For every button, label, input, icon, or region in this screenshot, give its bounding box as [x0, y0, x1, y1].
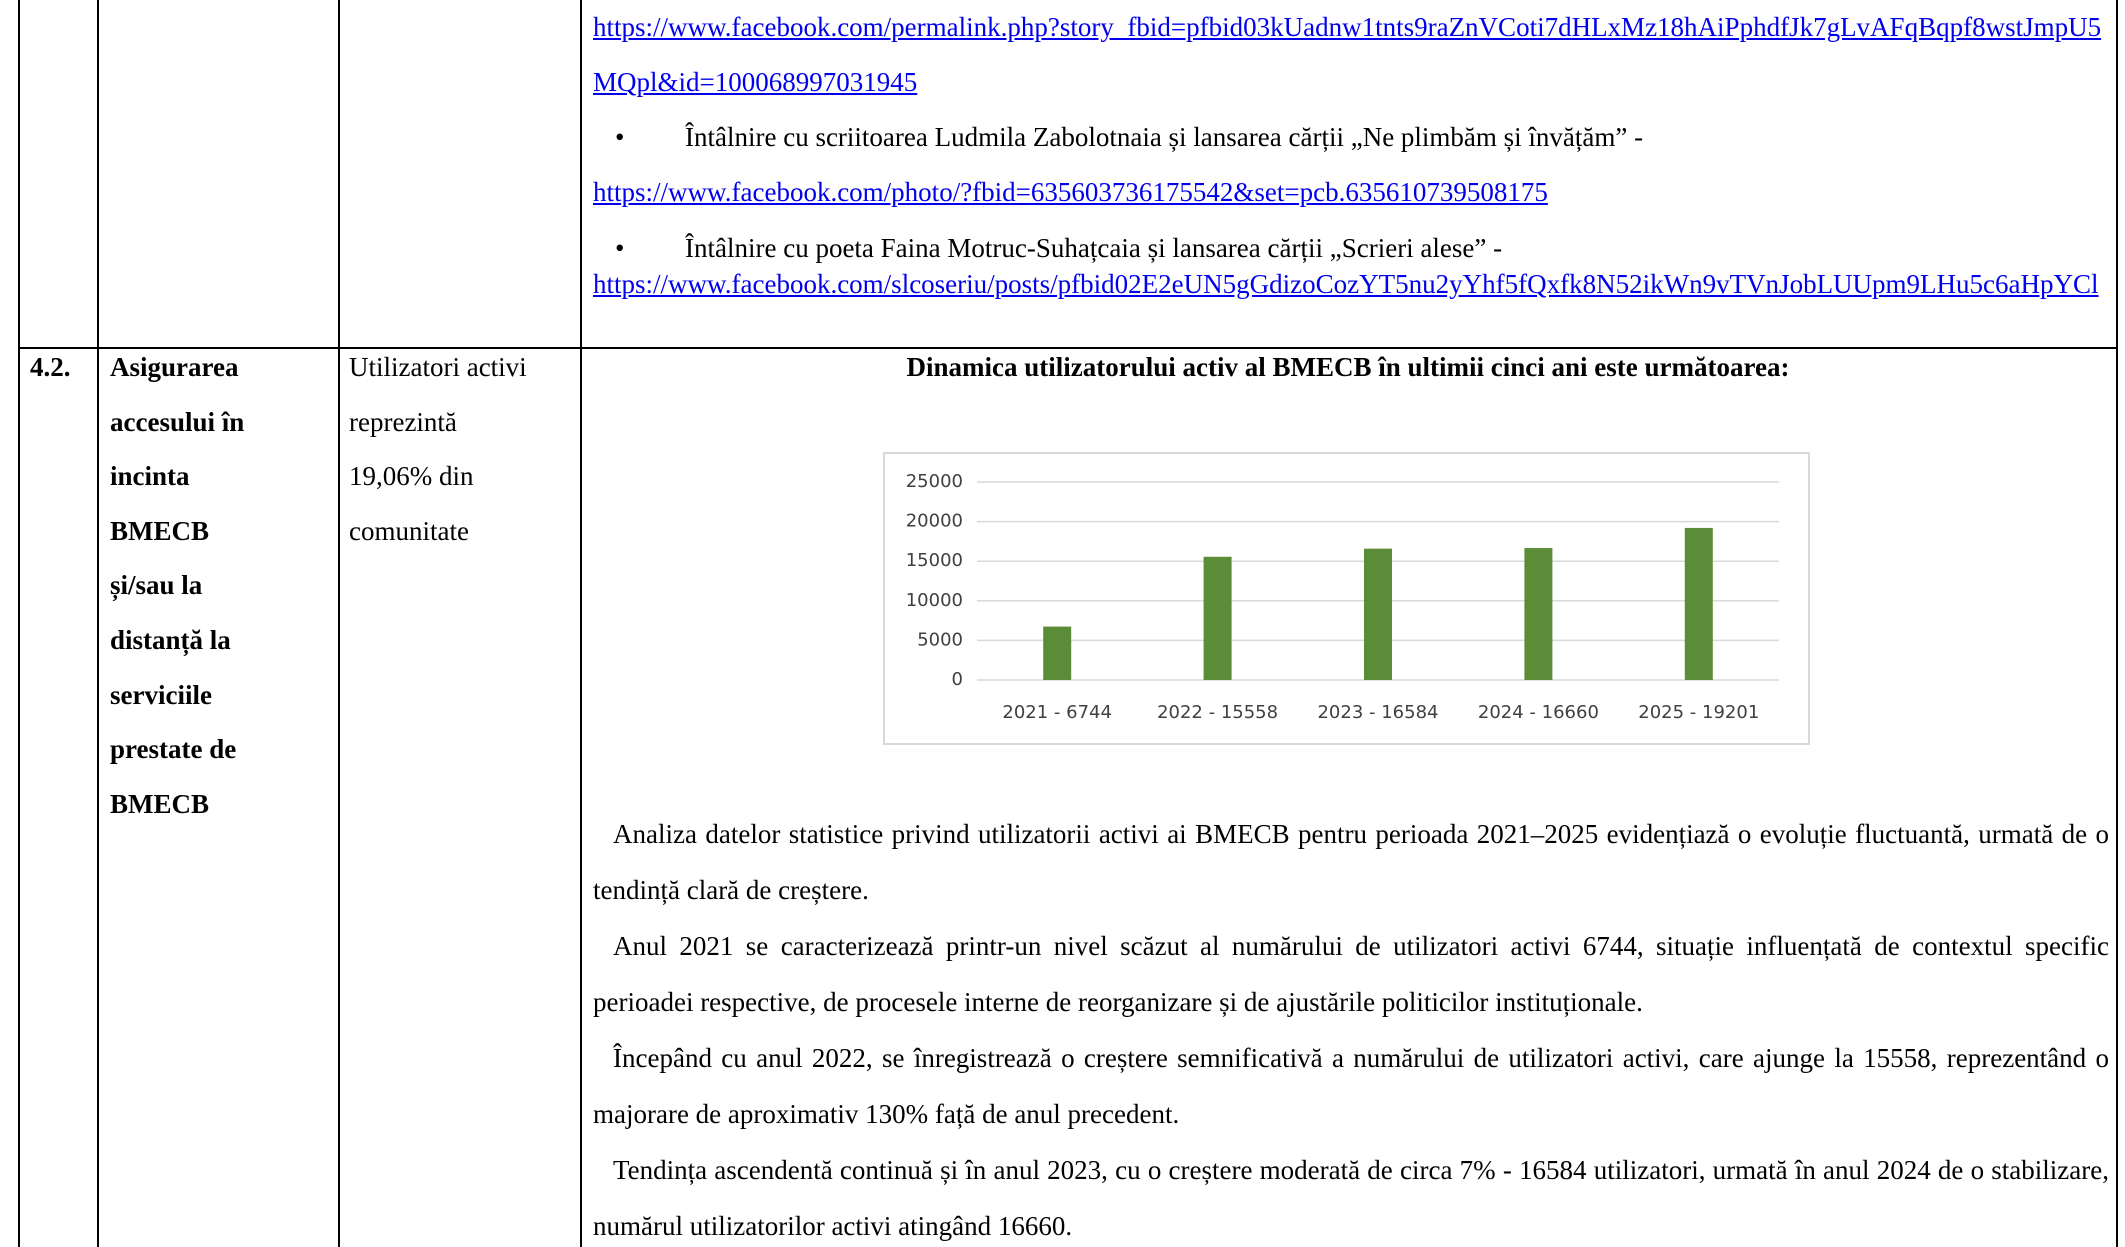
- paragraph: Anul 2021 se caracterizează printr-un ni…: [593, 931, 2109, 1017]
- x-tick-label: 2024 - 16660: [1478, 702, 1599, 723]
- indicator-line: reprezintă: [349, 406, 457, 437]
- title-line: serviciile: [110, 679, 212, 710]
- section-heading: Dinamica utilizatorului activ al BMECB î…: [906, 352, 1790, 382]
- item: • Întâlnire cu poeta Faina Motruc-Suhațca…: [593, 220, 2109, 302]
- title-line: BMECB: [110, 515, 210, 546]
- x-tick-label: 2021 - 6744: [1002, 702, 1112, 723]
- link[interactable]: https://www.facebook.com/permalink.php?s…: [593, 12, 2102, 97]
- title-line: accesului în: [110, 406, 245, 437]
- y-tick-label: 20000: [906, 511, 963, 532]
- row-number: 4.2.: [30, 352, 71, 382]
- bar: [1684, 527, 1713, 680]
- bullet: •: [615, 233, 625, 263]
- x-tick-label: 2022 - 15558: [1157, 702, 1278, 723]
- y-tick-label: 5000: [917, 629, 963, 650]
- y-tick-label: 10000: [906, 590, 963, 611]
- table-border: [97, 0, 99, 1247]
- indicator-line: 19,06% din: [349, 461, 474, 492]
- title-line: incinta: [110, 461, 190, 492]
- chart-frame: [883, 452, 1810, 745]
- paragraph: Analiza datelor statistice privind utili…: [593, 819, 2109, 905]
- table-border: [2116, 0, 2118, 1247]
- title-line: distanță la: [110, 625, 231, 655]
- bar: [1043, 626, 1072, 680]
- indicator-line: Utilizatori activi: [349, 352, 527, 382]
- title-line: BMECB: [110, 788, 210, 819]
- indicator-line: comunitate: [349, 515, 469, 546]
- paragraph: Începând cu anul 2022, se înregistrează …: [593, 1043, 2109, 1129]
- cell-content: https://www.facebook.com/permalink.php?s…: [593, 0, 2109, 302]
- link[interactable]: https://www.facebook.com/photo/?fbid=635…: [593, 177, 1548, 207]
- bar: [1364, 548, 1392, 680]
- analysis-text: Analiza datelor statistice privind utili…: [593, 806, 2109, 1247]
- y-tick-label: 25000: [906, 471, 963, 492]
- bar: [1203, 556, 1232, 680]
- title-line: Asigurarea: [110, 352, 239, 382]
- table-border: [18, 0, 20, 1247]
- x-tick-label: 2023 - 16584: [1317, 702, 1438, 723]
- paragraph: Tendința ascendentă continuă și în anul …: [593, 1155, 2109, 1241]
- item-text: Întâlnire cu poeta Faina Motruc-Suhațcai…: [685, 233, 1503, 263]
- chart: 0 5000 10000 15000 20000 25000 2021 - 6744 2022…: [883, 452, 1810, 745]
- title-line: și/sau la: [110, 570, 203, 601]
- table-border: [580, 0, 582, 1247]
- link[interactable]: https://www.facebook.com/slcoseriu/posts…: [593, 269, 2099, 299]
- y-tick-label: 0: [952, 669, 963, 690]
- bullet: •: [615, 122, 625, 152]
- table-border: [338, 0, 340, 1247]
- title-line: prestate de: [110, 734, 237, 765]
- y-tick-label: 15000: [906, 550, 963, 571]
- bar: [1524, 548, 1553, 680]
- x-tick-label: 2025 - 19201: [1638, 702, 1759, 723]
- table-border: [18, 347, 2118, 349]
- item-text: Întâlnire cu scriitoarea Ludmila Zabolot…: [685, 122, 1644, 152]
